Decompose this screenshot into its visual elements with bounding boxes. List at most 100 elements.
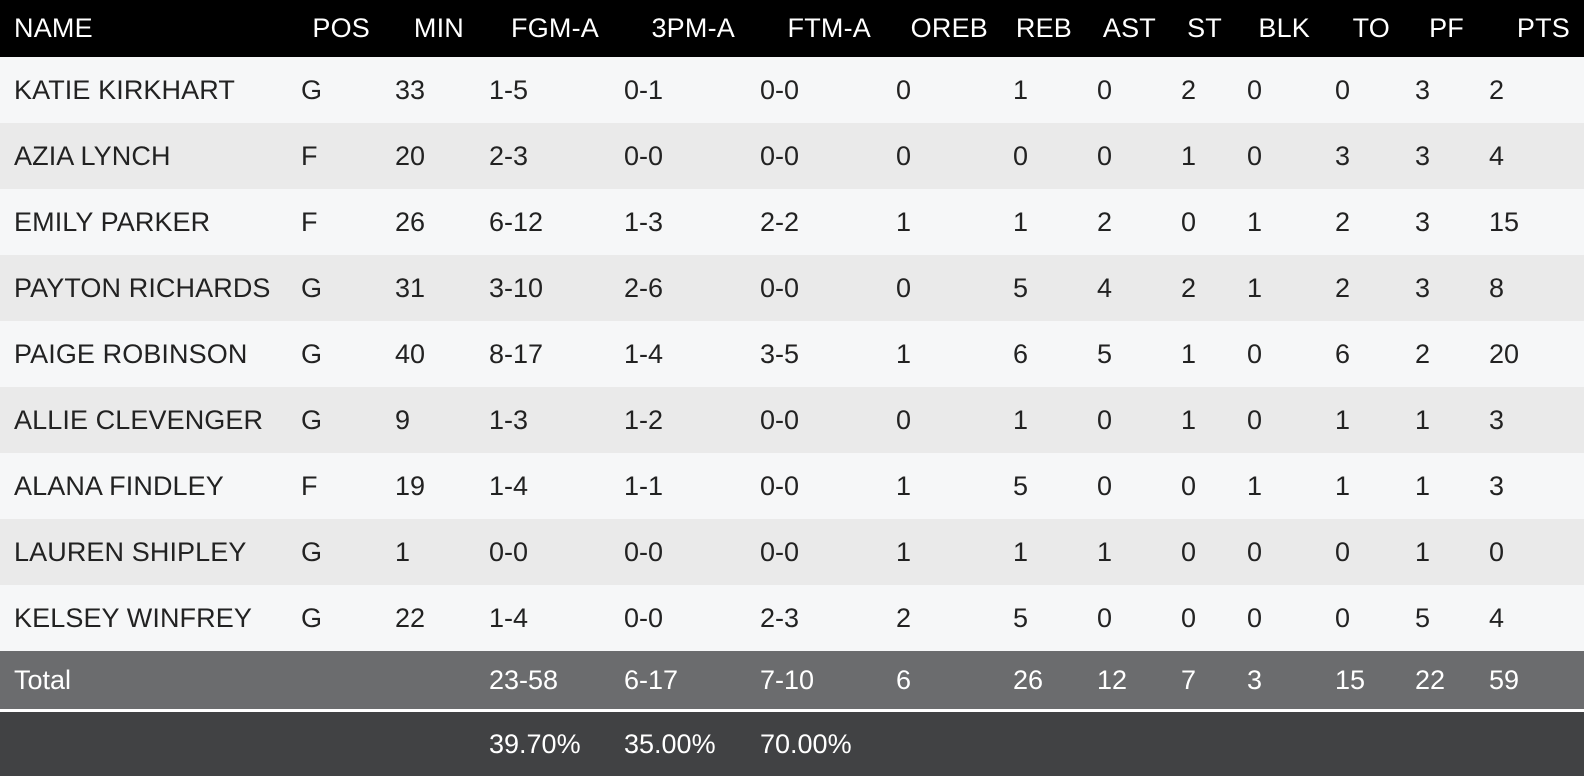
table-row[interactable]: KELSEY WINFREY G 22 1-4 0-0 2-3 2 5 0 0 0 0 5 4: [0, 585, 1584, 652]
stat-st: 1: [1181, 404, 1197, 435]
stat-pos: F: [301, 470, 318, 501]
stat-st: 0: [1181, 206, 1197, 237]
player-name[interactable]: EMILY PARKER: [14, 206, 211, 237]
stat-pf: 1: [1415, 470, 1431, 501]
stat-min: 22: [395, 602, 426, 633]
column-header-min[interactable]: MIN: [413, 13, 464, 44]
stat-oreb: 0: [896, 404, 912, 435]
stat-blk: 0: [1247, 140, 1263, 171]
table-row[interactable]: LAUREN SHIPLEY G 1 0-0 0-0 0-0 1 1 1 0 0 0 1 0: [0, 519, 1584, 586]
stat-ftma: 3-5: [760, 338, 800, 369]
stat-pts: 3: [1489, 404, 1505, 435]
player-name[interactable]: ALANA FINDLEY: [14, 470, 224, 501]
stat-min: 20: [395, 140, 426, 171]
player-name[interactable]: LAUREN SHIPLEY: [14, 536, 247, 567]
stat-min: 31: [395, 272, 426, 303]
stat-fgma: 1-4: [489, 470, 529, 501]
column-header-ast[interactable]: AST: [1102, 13, 1156, 44]
stat-pf: 1: [1415, 536, 1431, 567]
column-header-pos[interactable]: POS: [312, 13, 370, 44]
stat-reb: 5: [1013, 470, 1029, 501]
stat-ast: 0: [1097, 470, 1113, 501]
stat-to: 2: [1335, 206, 1351, 237]
total-to: 15: [1335, 664, 1366, 695]
stat-reb: 6: [1013, 338, 1029, 369]
stat-pos: G: [301, 338, 323, 369]
stat-min: 9: [395, 404, 411, 435]
player-name[interactable]: AZIA LYNCH: [14, 140, 171, 171]
stat-min: 40: [395, 338, 426, 369]
stat-ast: 0: [1097, 602, 1113, 633]
stat-to: 0: [1335, 602, 1351, 633]
table-row[interactable]: ALANA FINDLEY F 19 1-4 1-1 0-0 1 5 0 0 1 1 1 3: [0, 453, 1584, 520]
stat-oreb: 1: [896, 338, 912, 369]
stat-pos: F: [301, 140, 318, 171]
stat-pts: 4: [1489, 602, 1505, 633]
column-header-name[interactable]: NAME: [14, 13, 93, 44]
stat-min: 26: [395, 206, 426, 237]
stat-reb: 5: [1013, 272, 1029, 303]
table-row[interactable]: PAIGE ROBINSON G 40 8-17 1-4 3-5 1 6 5 1 0 6 2 20: [0, 321, 1584, 388]
stat-blk: 0: [1247, 602, 1263, 633]
column-header-fgma[interactable]: FGM-A: [511, 13, 599, 44]
column-header-tpma[interactable]: 3PM-A: [651, 13, 735, 44]
stat-pf: 5: [1415, 602, 1431, 633]
column-header-pts[interactable]: PTS: [1516, 13, 1570, 44]
player-name[interactable]: KELSEY WINFREY: [14, 602, 252, 633]
stat-ftma: 0-0: [760, 470, 800, 501]
table-row[interactable]: ALLIE CLEVENGER G 9 1-3 1-2 0-0 0 1 0 1 0 1 1 3: [0, 387, 1584, 454]
player-name[interactable]: PAIGE ROBINSON: [14, 338, 248, 369]
stat-blk: 0: [1247, 74, 1263, 105]
total-pf: 22: [1415, 664, 1446, 695]
stat-pts: 8: [1489, 272, 1505, 303]
stat-oreb: 0: [896, 272, 912, 303]
table-body: KATIE KIRKHART G 33 1-5 0-1 0-0 0 1 0 2 0 0 3 2 AZIA L…: [0, 57, 1584, 652]
stat-ftma: 0-0: [760, 404, 800, 435]
stat-tpma: 2-6: [624, 272, 664, 303]
stat-fgma: 0-0: [489, 536, 529, 567]
stat-reb: 1: [1013, 206, 1029, 237]
table-row[interactable]: PAYTON RICHARDS G 31 3-10 2-6 0-0 0 5 4 2 1 2 3 8: [0, 255, 1584, 322]
player-name[interactable]: PAYTON RICHARDS: [14, 272, 271, 303]
stat-fgma: 1-3: [489, 404, 529, 435]
column-header-pf[interactable]: PF: [1429, 13, 1464, 44]
table-row[interactable]: EMILY PARKER F 26 6-12 1-3 2-2 1 1 2 0 1 2 3 15: [0, 189, 1584, 256]
percentage-fgma: 39.70%: [489, 728, 581, 759]
stat-to: 1: [1335, 470, 1351, 501]
stat-ast: 0: [1097, 74, 1113, 105]
stat-tpma: 0-0: [624, 536, 664, 567]
stat-pos: G: [301, 602, 323, 633]
stat-reb: 1: [1013, 536, 1029, 567]
stat-oreb: 1: [896, 470, 912, 501]
stat-to: 0: [1335, 536, 1351, 567]
table-row[interactable]: KATIE KIRKHART G 33 1-5 0-1 0-0 0 1 0 2 0 0 3 2: [0, 57, 1584, 124]
stat-ftma: 0-0: [760, 140, 800, 171]
stat-fgma: 2-3: [489, 140, 529, 171]
column-header-reb[interactable]: REB: [1015, 13, 1072, 44]
stat-to: 6: [1335, 338, 1351, 369]
player-name[interactable]: KATIE KIRKHART: [14, 74, 235, 105]
stat-pf: 3: [1415, 74, 1431, 105]
table-row[interactable]: AZIA LYNCH F 20 2-3 0-0 0-0 0 0 0 1 0 3 3 4: [0, 123, 1584, 190]
column-header-oreb[interactable]: OREB: [910, 13, 988, 44]
column-header-st[interactable]: ST: [1187, 13, 1222, 44]
column-header-blk[interactable]: BLK: [1258, 13, 1310, 44]
percentage-tpma: 35.00%: [624, 728, 716, 759]
column-header-ftma[interactable]: FTM-A: [787, 13, 871, 44]
player-name[interactable]: ALLIE CLEVENGER: [14, 404, 264, 435]
stat-fgma: 6-12: [489, 206, 544, 237]
total-tpma: 6-17: [624, 664, 679, 695]
percentage-ftma: 70.00%: [760, 728, 852, 759]
total-blk: 3: [1247, 664, 1263, 695]
stat-fgma: 1-5: [489, 74, 529, 105]
stat-pts: 15: [1489, 206, 1520, 237]
stat-st: 0: [1181, 470, 1197, 501]
stat-st: 2: [1181, 74, 1197, 105]
column-header-to[interactable]: TO: [1352, 13, 1390, 44]
stat-ast: 2: [1097, 206, 1113, 237]
stat-pf: 3: [1415, 140, 1431, 171]
stat-ftma: 2-2: [760, 206, 800, 237]
stat-ftma: 0-0: [760, 272, 800, 303]
stat-oreb: 1: [896, 206, 912, 237]
